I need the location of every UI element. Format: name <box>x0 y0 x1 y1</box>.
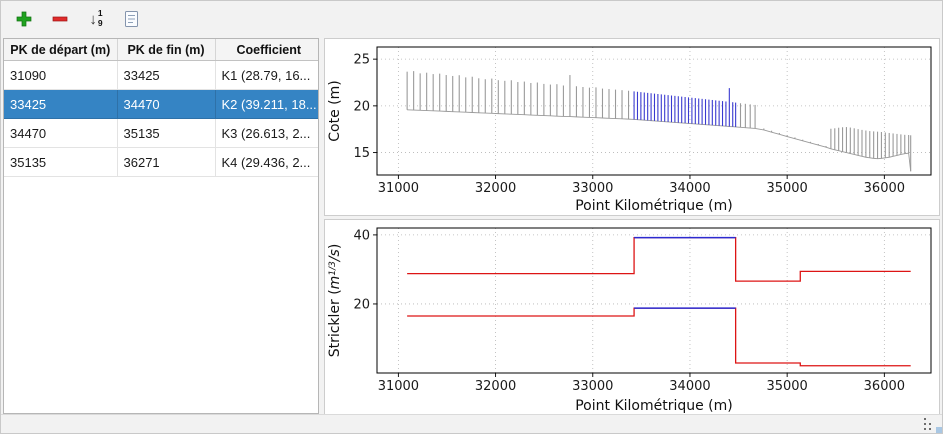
table-cell[interactable]: 34470 <box>117 89 216 119</box>
panel-splitter[interactable] <box>319 38 324 414</box>
table-cell[interactable]: 35135 <box>4 147 118 177</box>
minus-icon <box>52 16 68 22</box>
table-cell[interactable]: 31090 <box>4 60 118 90</box>
svg-text:31000: 31000 <box>378 379 419 394</box>
table-row[interactable]: 33425 34470 K2 (39.211, 18... <box>4 89 319 119</box>
coefficients-table-panel: PK de départ (m) PK de fin (m) Coefficie… <box>3 38 320 414</box>
plus-icon <box>16 11 32 27</box>
document-icon <box>125 11 138 27</box>
add-button[interactable] <box>11 6 37 32</box>
column-header-pk-start[interactable]: PK de départ (m) <box>4 39 118 61</box>
charts-panel: 31000 32000 33000 34000 35000 36000 15 20 25 Poin… <box>324 38 940 421</box>
svg-text:35000: 35000 <box>766 181 807 196</box>
svg-text:Point Kilométrique (m): Point Kilométrique (m) <box>575 198 733 214</box>
svg-text:40: 40 <box>353 228 370 243</box>
cote-profile-chart: 31000 32000 33000 34000 35000 36000 15 20 25 Poin… <box>324 38 940 216</box>
chart-canvas: 31000 32000 33000 34000 35000 36000 15 20 25 Poin… <box>327 46 932 214</box>
remove-button[interactable] <box>47 6 73 32</box>
table-cell[interactable]: 33425 <box>4 89 118 119</box>
corner-grip-icon[interactable] <box>936 427 942 433</box>
svg-text:33000: 33000 <box>572 181 613 196</box>
table-cell[interactable]: 33425 <box>117 60 216 90</box>
svg-text:20: 20 <box>353 297 370 312</box>
sort-numeric-icon: ↓ 1 9 <box>89 8 103 29</box>
svg-text:32000: 32000 <box>475 379 516 394</box>
table-row[interactable]: 34470 35135 K3 (26.613, 2... <box>4 118 319 148</box>
toolbar: ↓ 1 9 <box>1 1 942 37</box>
column-header-coefficient[interactable]: Coefficient <box>215 39 319 61</box>
svg-text:35000: 35000 <box>766 379 807 394</box>
chart-canvas: 31000 32000 33000 34000 35000 36000 20 40 Point … <box>327 227 932 414</box>
table-row[interactable]: 31090 33425 K1 (28.79, 16... <box>4 60 319 90</box>
svg-text:20: 20 <box>353 99 370 114</box>
svg-text:36000: 36000 <box>864 379 905 394</box>
svg-text:25: 25 <box>353 53 370 68</box>
table-cell[interactable]: K1 (28.79, 16... <box>215 60 319 90</box>
table-cell[interactable]: K2 (39.211, 18... <box>215 89 319 119</box>
main-area: PK de départ (m) PK de fin (m) Coefficie… <box>3 38 940 421</box>
svg-text:32000: 32000 <box>475 181 516 196</box>
svg-text:36000: 36000 <box>864 181 905 196</box>
strickler-chart: 31000 32000 33000 34000 35000 36000 20 40 Point … <box>324 219 940 421</box>
table-cell[interactable]: 34470 <box>4 118 118 148</box>
table-header-row: PK de départ (m) PK de fin (m) Coefficie… <box>4 39 319 61</box>
table-cell[interactable]: 35135 <box>117 118 216 148</box>
sort-button[interactable]: ↓ 1 9 <box>83 6 109 32</box>
svg-text:Strickler (m1/3/s): Strickler (m1/3/s) <box>327 244 343 358</box>
down-arrow-icon: ↓ <box>89 10 97 28</box>
svg-text:34000: 34000 <box>669 379 710 394</box>
svg-text:33000: 33000 <box>572 379 613 394</box>
notes-button[interactable] <box>119 6 145 32</box>
sort-digit-one: 1 <box>97 8 103 19</box>
svg-text:Cote (m): Cote (m) <box>327 80 343 141</box>
sort-digit-nine: 9 <box>97 18 103 28</box>
resize-grip[interactable] <box>923 417 933 431</box>
table-cell[interactable]: 36271 <box>117 147 216 177</box>
svg-text:Point Kilométrique (m): Point Kilométrique (m) <box>575 398 733 414</box>
svg-text:34000: 34000 <box>669 181 710 196</box>
svg-text:31000: 31000 <box>378 181 419 196</box>
svg-text:15: 15 <box>353 146 370 161</box>
coefficients-table: PK de départ (m) PK de fin (m) Coefficie… <box>4 39 319 177</box>
table-cell[interactable]: K4 (29.436, 2... <box>215 147 319 177</box>
table-cell[interactable]: K3 (26.613, 2... <box>215 118 319 148</box>
column-header-pk-end[interactable]: PK de fin (m) <box>117 39 216 61</box>
status-bar <box>1 414 942 433</box>
table-row[interactable]: 35135 36271 K4 (29.436, 2... <box>4 147 319 177</box>
